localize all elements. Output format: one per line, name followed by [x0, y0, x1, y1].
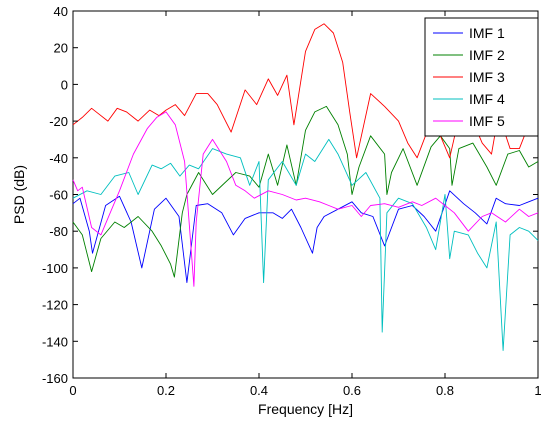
- y-tick-label: -20: [49, 114, 68, 129]
- y-axis-label: PSD (dB): [11, 165, 27, 224]
- y-tick-label: 40: [54, 4, 68, 19]
- x-axis-label: Frequency [Hz]: [258, 401, 353, 417]
- y-tick-label: -60: [49, 188, 68, 203]
- y-tick-label: -40: [49, 151, 68, 166]
- series-line-imf-4: [72, 138, 539, 351]
- x-tick-label: 0.8: [436, 383, 454, 398]
- legend: IMF 1 IMF 2 IMF 3 IMF 4 IMF 5: [424, 17, 539, 137]
- x-tick-label: 0: [69, 383, 76, 398]
- axes-layer: 0 0.2 0.4 0.6 0.8 1 -160 -140 -120 -100 -80 -60 -40 -…: [42, 4, 542, 398]
- x-tick-label: 0.4: [250, 383, 268, 398]
- y-tick-label: -160: [42, 371, 68, 386]
- legend-label-imf-1: IMF 1: [469, 25, 505, 41]
- y-tick-label: -120: [42, 298, 68, 313]
- legend-label-imf-3: IMF 3: [469, 69, 505, 85]
- series-line-imf-1: [72, 190, 539, 284]
- y-tick-label: -80: [49, 224, 68, 239]
- series-line-imf-2: [72, 105, 539, 278]
- x-tick-label: 0.6: [343, 383, 361, 398]
- y-tick-label: -100: [42, 261, 68, 276]
- legend-label-imf-5: IMF 5: [469, 113, 505, 129]
- y-tick-label: -140: [42, 334, 68, 349]
- x-tick-label: 1: [534, 383, 541, 398]
- y-tick-label: 0: [61, 77, 68, 92]
- x-tick-label: 0.2: [157, 383, 175, 398]
- legend-label-imf-2: IMF 2: [469, 47, 505, 63]
- series-line-imf-5: [72, 111, 539, 287]
- legend-label-imf-4: IMF 4: [469, 91, 505, 107]
- y-tick-label: 20: [54, 41, 68, 56]
